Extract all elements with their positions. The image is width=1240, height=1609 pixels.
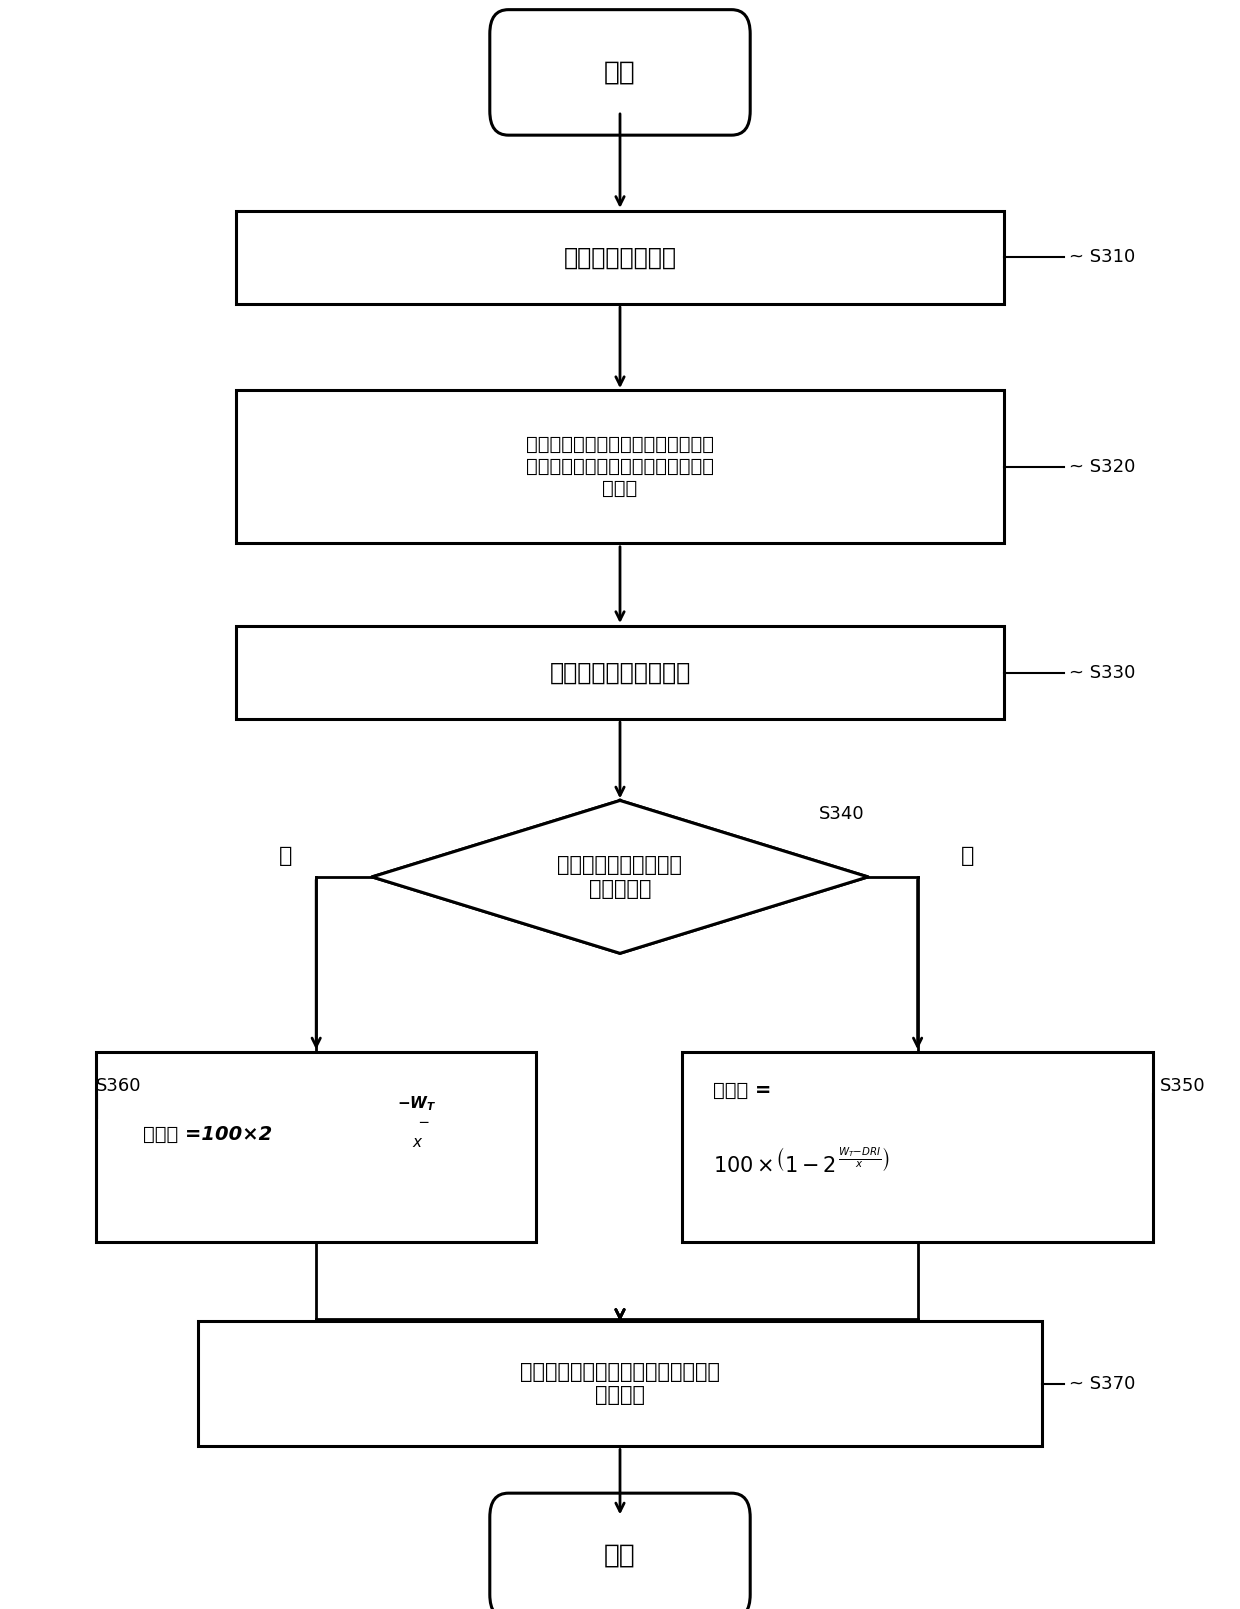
Text: $100\times\!\left(1-2^{\,\frac{W_T\!\!-\!DRI}{x}}\right)$: $100\times\!\left(1-2^{\,\frac{W_T\!\!-\… xyxy=(713,1147,890,1176)
Text: 检测垂直同步脉冲: 检测垂直同步脉冲 xyxy=(563,246,677,269)
Polygon shape xyxy=(372,801,868,953)
Text: 结束: 结束 xyxy=(604,1543,636,1569)
Text: ~ S330: ~ S330 xyxy=(1069,663,1136,682)
Text: $\mathdefault{-W_T}$: $\mathdefault{-W_T}$ xyxy=(397,1094,436,1113)
Text: 增加值 =100×2: 增加值 =100×2 xyxy=(143,1125,272,1144)
Text: 开始: 开始 xyxy=(604,60,636,85)
FancyBboxPatch shape xyxy=(490,10,750,135)
Text: S350: S350 xyxy=(1159,1076,1205,1096)
Text: ~ S320: ~ S320 xyxy=(1069,457,1136,476)
Bar xyxy=(682,1052,1153,1242)
Text: 否: 否 xyxy=(279,846,291,866)
Text: $x$: $x$ xyxy=(412,1134,423,1150)
Text: 确定空闲时间的加权值: 确定空闲时间的加权值 xyxy=(549,661,691,684)
Text: 是: 是 xyxy=(961,846,973,866)
Text: ~ S310: ~ S310 xyxy=(1069,248,1135,267)
Text: 确定在显示刷新间隔内处理器的空闲
时间，并选择一个处理器以调整其处
理能力: 确定在显示刷新间隔内处理器的空闲 时间，并选择一个处理器以调整其处 理能力 xyxy=(526,434,714,499)
Text: 增加值 =: 增加值 = xyxy=(713,1081,771,1101)
Bar xyxy=(236,626,1004,719)
Bar xyxy=(236,391,1004,544)
Text: ~ S370: ~ S370 xyxy=(1069,1374,1136,1393)
Bar xyxy=(198,1321,1042,1446)
Text: 应用增加值来调整所选择的处理器的
处理能力: 应用增加值来调整所选择的处理器的 处理能力 xyxy=(520,1363,720,1405)
Text: 处理后的帧数据与触摸
事件相关？: 处理后的帧数据与触摸 事件相关？ xyxy=(558,856,682,898)
Bar xyxy=(236,211,1004,304)
Text: ─: ─ xyxy=(419,1117,428,1130)
Text: S340: S340 xyxy=(818,804,864,824)
Bar xyxy=(97,1052,536,1242)
FancyBboxPatch shape xyxy=(490,1493,750,1609)
Text: S360: S360 xyxy=(95,1076,141,1096)
